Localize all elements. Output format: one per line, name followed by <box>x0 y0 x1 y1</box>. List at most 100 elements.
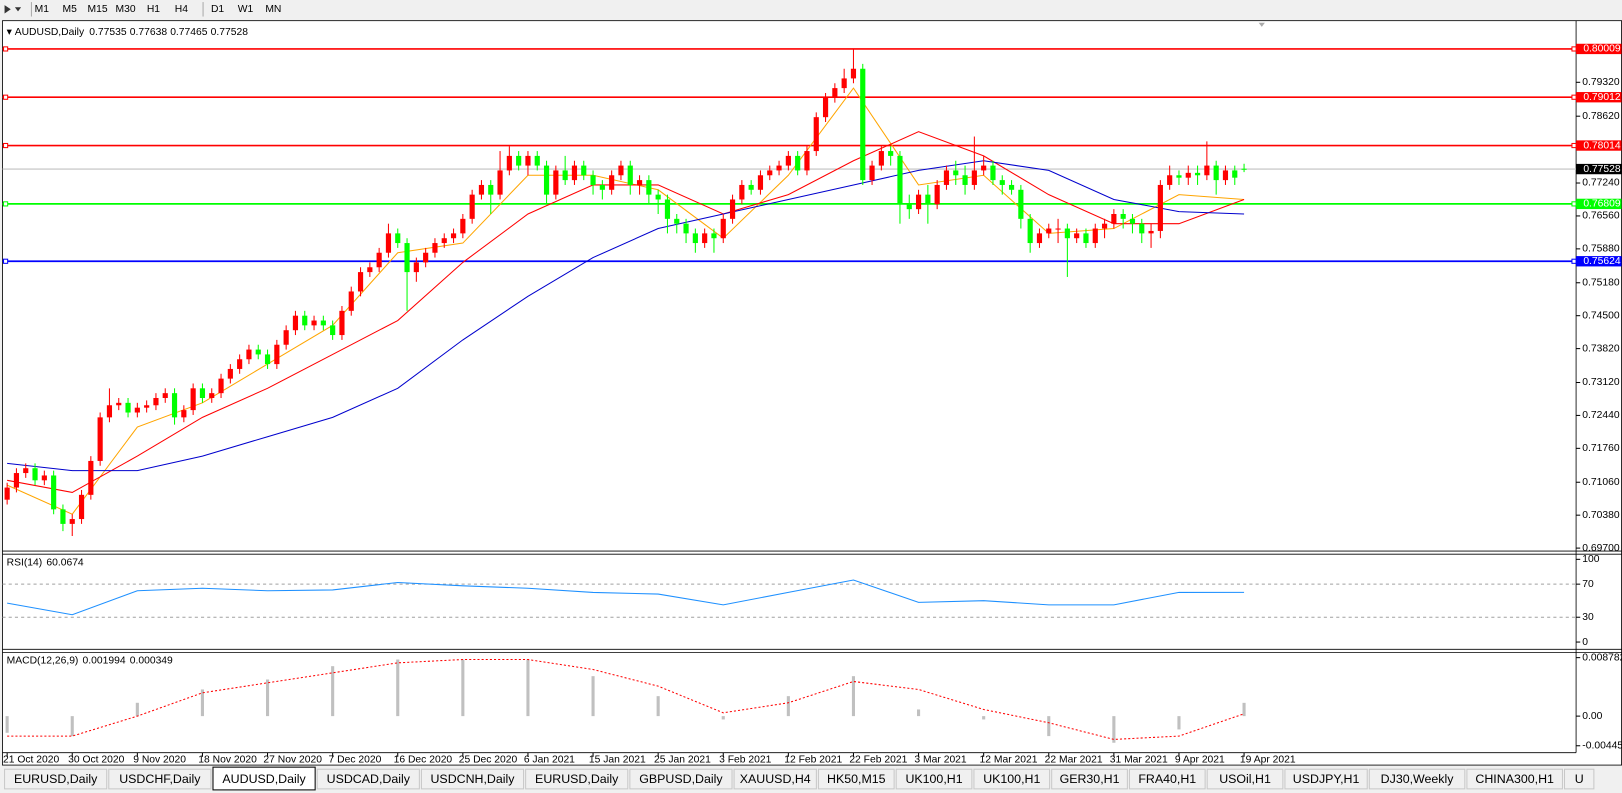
candle-body <box>4 487 10 500</box>
tab-label[interactable]: FRA40,H1 <box>1138 772 1196 786</box>
tab-label[interactable]: EURUSD,Daily <box>14 772 98 786</box>
tab[interactable] <box>817 768 895 790</box>
header-arrow: ▾ <box>7 27 15 38</box>
level-anchor <box>1571 258 1577 264</box>
tab-label[interactable]: HK50,M15 <box>827 772 886 786</box>
tab[interactable] <box>316 768 420 790</box>
level-anchor <box>3 201 9 207</box>
tab-label[interactable]: XAUUSD,H4 <box>740 772 811 786</box>
tab[interactable] <box>629 768 733 790</box>
timeframe-button[interactable]: D1 <box>211 4 224 15</box>
tab[interactable] <box>895 768 973 790</box>
tab[interactable] <box>1051 768 1128 790</box>
candle-body <box>88 460 94 495</box>
tab-label[interactable]: GBPUSD,Daily <box>639 772 723 786</box>
y-tick-label: 0.70380 <box>1582 510 1620 521</box>
tab[interactable] <box>1563 768 1595 790</box>
y-tick-label: 0.69700 <box>1582 543 1620 554</box>
candle-body <box>860 68 866 181</box>
candle-body <box>562 170 568 181</box>
y-tick-label: 0.72440 <box>1582 410 1620 421</box>
header-low: 0.77465 <box>170 27 208 38</box>
rsi-tick-label: 30 <box>1582 612 1594 623</box>
tab[interactable] <box>525 768 629 790</box>
candle-body <box>683 223 689 234</box>
candle-body <box>1120 214 1126 219</box>
tab[interactable] <box>4 768 108 790</box>
candle-body <box>571 165 578 181</box>
tab[interactable] <box>1466 768 1563 790</box>
tab[interactable] <box>1368 768 1466 790</box>
tab[interactable] <box>108 768 212 790</box>
candle-body <box>1129 218 1136 224</box>
tab[interactable] <box>733 768 817 790</box>
tab-label[interactable]: USOil,H1 <box>1219 772 1271 786</box>
x-tick-label: 12 Mar 2021 <box>980 755 1038 766</box>
candle-body <box>488 184 494 195</box>
candle-body <box>450 233 457 239</box>
tab[interactable] <box>973 768 1051 790</box>
macd-value: 0.001994 <box>83 655 126 666</box>
x-tick-label: 25 Jan 2021 <box>654 755 711 766</box>
candle-body <box>618 165 624 176</box>
header-high: 0.77638 <box>130 27 168 38</box>
candle-body <box>636 180 643 185</box>
tab-label[interactable]: GER30,H1 <box>1060 772 1120 786</box>
timeframe-button[interactable]: M1 <box>35 4 50 15</box>
tab[interactable] <box>420 768 525 790</box>
candle-body <box>543 165 550 195</box>
tab[interactable] <box>212 766 316 791</box>
tab-label[interactable]: EURUSD,Daily <box>535 772 619 786</box>
candle-body <box>190 388 196 411</box>
tab-label[interactable]: U <box>1575 772 1584 786</box>
candle-body <box>51 475 57 510</box>
candle-body <box>311 320 317 326</box>
tab-label[interactable]: AUDUSD,Daily <box>222 772 306 786</box>
candle-body <box>32 468 38 481</box>
moving-average <box>7 131 1245 493</box>
candle-body <box>674 218 680 224</box>
candle-body <box>385 233 392 253</box>
candle-body <box>1232 170 1238 178</box>
rsi-tick-label: 100 <box>1582 554 1599 565</box>
toolbar-icon[interactable] <box>4 5 22 14</box>
y-tick-label: 0.75180 <box>1582 277 1620 288</box>
timeframe-button[interactable]: MN <box>265 4 281 15</box>
candle-body <box>906 204 912 210</box>
tab-label[interactable]: UK100,H1 <box>905 772 962 786</box>
candle-body <box>246 349 252 360</box>
tab-label[interactable]: DJ30,Weekly <box>1381 772 1455 786</box>
timeframe-button[interactable]: H4 <box>175 4 188 15</box>
rsi-value: 60.0674 <box>46 557 84 568</box>
timeframe-button[interactable]: H1 <box>147 4 160 15</box>
tab-label[interactable]: CHINA300,H1 <box>1475 772 1554 786</box>
candle-body <box>739 184 745 200</box>
x-tick-label: 27 Nov 2020 <box>263 755 322 766</box>
timeframe-button[interactable]: M5 <box>63 4 78 15</box>
timeframe-button[interactable]: M30 <box>115 4 135 15</box>
candle-body <box>441 238 447 244</box>
tab-label[interactable]: USDJPY,H1 <box>1293 772 1360 786</box>
chart-header: ▾ AUDUSD,Daily 0.77535 0.77638 0.77465 0.775… <box>7 27 249 38</box>
tab[interactable] <box>1206 768 1284 790</box>
level-label-box <box>1576 198 1622 210</box>
tab-label[interactable]: USDCNH,Daily <box>431 772 516 786</box>
candle-body <box>999 180 1005 185</box>
tab-label[interactable]: USDCHF,Daily <box>119 772 201 786</box>
tab[interactable] <box>1128 768 1206 790</box>
candle-body <box>78 494 85 520</box>
candle-body <box>432 243 438 253</box>
timeframe-button[interactable]: W1 <box>238 4 254 15</box>
tab-label[interactable]: USDCAD,Daily <box>327 772 411 786</box>
toolbar <box>0 0 1622 19</box>
candle-body <box>1046 228 1052 234</box>
candle-body <box>1185 172 1191 178</box>
candle-body <box>1101 223 1108 229</box>
timeframe-button[interactable]: M15 <box>88 4 108 15</box>
tab-label[interactable]: UK100,H1 <box>983 772 1040 786</box>
candle-body <box>655 194 661 200</box>
tab[interactable] <box>1284 768 1368 790</box>
candle-body <box>153 397 159 406</box>
